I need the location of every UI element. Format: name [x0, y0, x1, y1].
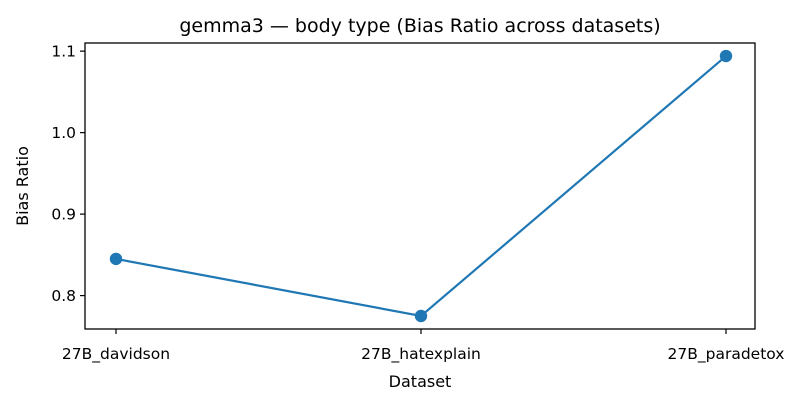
- series-line: [115, 55, 727, 318]
- data-point: [414, 309, 428, 323]
- series-group: [109, 49, 733, 323]
- x-axis: 27B_davidson 27B_hatexplain 27B_paradetox: [62, 329, 785, 364]
- plot-frame: [84, 42, 756, 330]
- x-axis-label: Dataset: [389, 372, 452, 391]
- y-axis: 0.8 0.9 1.0 1.1: [51, 43, 85, 305]
- data-point: [109, 252, 123, 266]
- data-point: [719, 49, 733, 63]
- plot-area: [84, 42, 756, 330]
- x-tick-label: 27B_paradetox: [668, 345, 785, 364]
- y-tick-label: 0.9: [51, 206, 76, 224]
- y-axis-label: Bias Ratio: [13, 146, 32, 226]
- x-tick-label: 27B_davidson: [62, 345, 170, 364]
- y-tick-label: 1.1: [51, 43, 76, 61]
- x-tick-label: 27B_hatexplain: [361, 345, 481, 364]
- y-tick-label: 0.8: [51, 287, 76, 305]
- y-tick-label: 1.0: [51, 124, 76, 142]
- chart-title: gemma3 — body type (Bias Ratio across da…: [179, 15, 660, 37]
